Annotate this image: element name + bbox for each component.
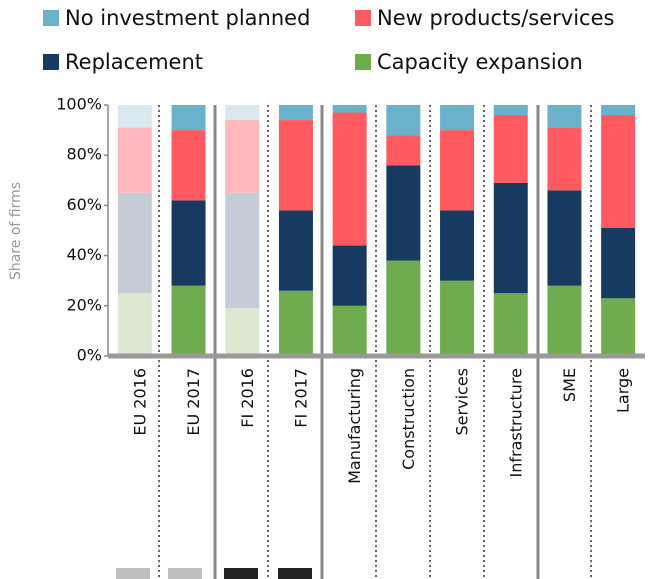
bar-segment [601,298,636,356]
x-tick-label: EU 2016 [130,368,149,436]
y-tick-label: 40% [66,245,102,264]
bar-segment [440,210,475,281]
legend-swatch [355,10,371,26]
bar-segment [386,135,421,166]
legend-swatch [355,54,371,70]
flag [116,568,150,579]
legend-swatch [43,54,59,70]
bar-segment [117,127,152,193]
bar-segment [386,105,421,136]
x-tick-label: Services [453,368,472,435]
bar-segment [278,290,313,356]
flag [168,568,202,579]
bar-segment [601,105,636,116]
x-tick-label: Construction [399,368,418,470]
x-tick-label: SME [560,368,579,402]
bar-segment [547,105,582,128]
bar-segment [171,130,206,201]
y-axis-label: Share of firms [8,182,24,280]
legend-label: New products/services [377,6,614,30]
y-tick-label: 60% [66,195,102,214]
legend-label: No investment planned [65,6,310,30]
bar-segment [225,192,260,309]
x-tick-label: Infrastructure [506,368,525,477]
dividers [158,105,592,579]
legend-label: Replacement [65,50,203,74]
x-tick-label: FI 2016 [238,368,257,428]
bar-segment [332,305,367,356]
y-tick-label: 0% [77,346,102,365]
flags [116,568,312,579]
bar-segment [171,200,206,286]
bar-segment [493,182,528,294]
bar-segment [493,105,528,116]
x-tick-label: FI 2017 [291,368,310,428]
bar-segment [278,120,313,211]
x-tick-label: Large [614,368,633,413]
bar-segment [547,285,582,356]
bar-segment [278,105,313,121]
bar-segment [332,112,367,246]
y-tick-label: 80% [66,145,102,164]
bar-segment [225,308,260,356]
bar-segment [547,127,582,191]
bar-segment [225,105,260,121]
legend-swatch [43,10,59,26]
bar-segment [225,120,260,193]
bar-segment [493,115,528,183]
bar-segment [386,260,421,356]
bar-segment [547,190,582,286]
bar-segment [117,105,152,128]
y-tick-label: 100% [56,95,102,114]
flag [278,568,312,579]
bar-segment [171,285,206,356]
bar-segment [440,105,475,131]
x-tick-label: Manufacturing [345,368,364,484]
bar-segment [278,210,313,291]
bar-segment [493,293,528,356]
bar-segment [386,165,421,261]
bar-segment [117,192,152,294]
bar-segment [117,293,152,356]
bar-segment [440,280,475,356]
y-tick-label: 20% [66,295,102,314]
bar-segment [440,130,475,211]
bar-segment [171,105,206,131]
flag [224,568,258,579]
bar-segment [332,245,367,306]
bar-segment [332,105,367,113]
legend-label: Capacity expansion [377,50,583,74]
bar-segment [601,115,636,228]
x-tick-label: EU 2017 [184,368,203,436]
bar-segment [601,227,636,299]
